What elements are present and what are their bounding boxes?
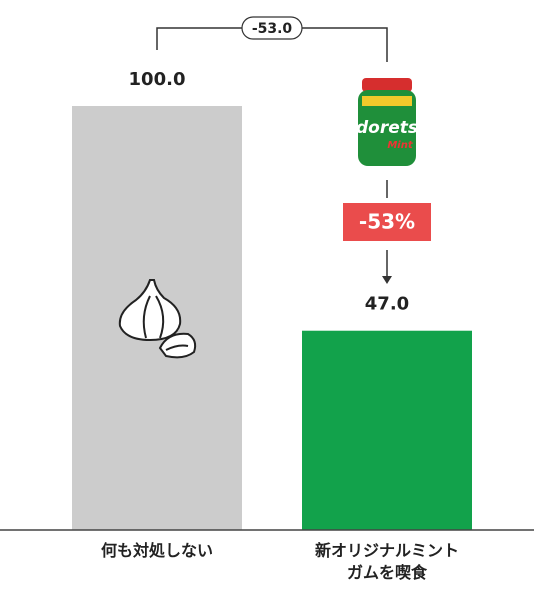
change-badge <box>343 203 431 241</box>
bar <box>302 330 472 530</box>
gum-icon: dorets Mint <box>356 78 418 166</box>
garlic-icon <box>118 279 197 359</box>
svg-text:Mint: Mint <box>387 140 413 151</box>
value-label: 47.0 <box>365 294 409 315</box>
value-label: 100.0 <box>129 69 186 90</box>
arrow-head <box>382 276 392 284</box>
svg-text:dorets: dorets <box>356 118 418 138</box>
x-tick-label: 新オリジナルミント ガムを喫食 <box>314 541 459 582</box>
difference-label: -53.0 <box>252 21 293 37</box>
change-label: -53% <box>359 210 415 234</box>
difference-pill <box>241 16 303 40</box>
x-tick-label: 何も対処しない <box>100 541 213 560</box>
